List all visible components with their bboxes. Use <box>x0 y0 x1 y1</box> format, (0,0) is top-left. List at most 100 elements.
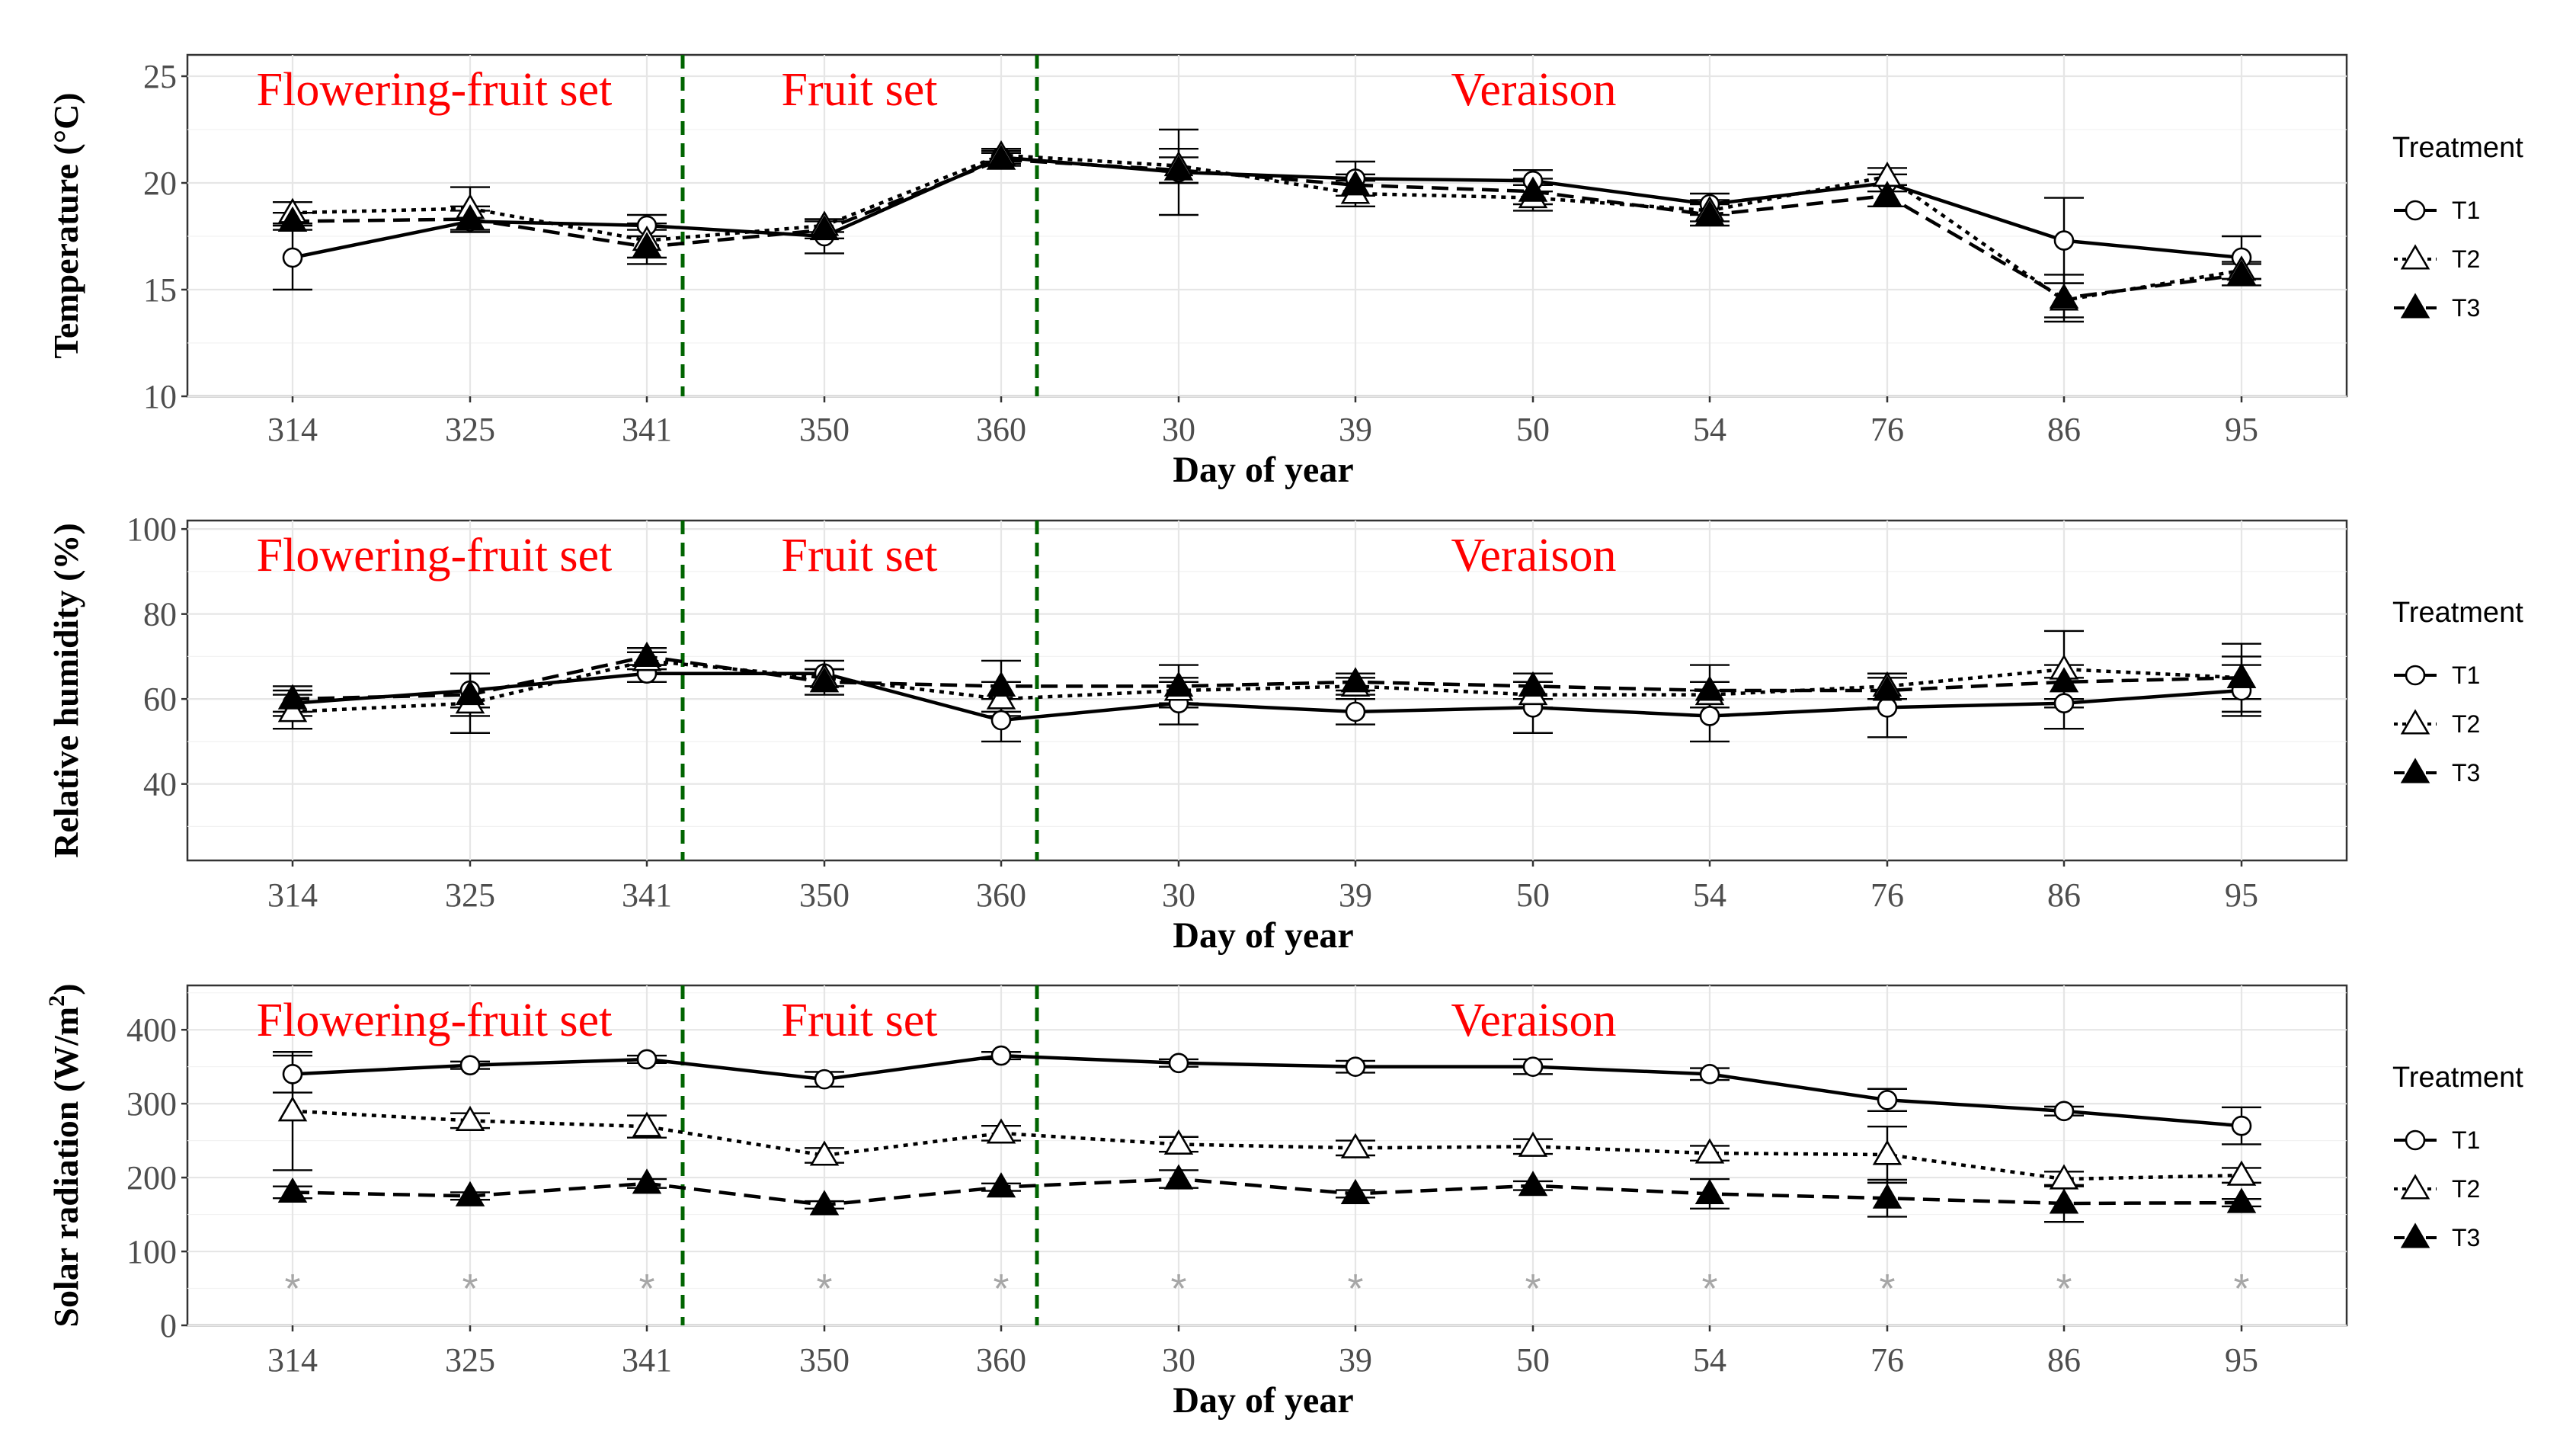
data-point-t3 <box>1163 1164 1194 1190</box>
data-point-t3 <box>455 679 485 706</box>
y-tick-label: 80 <box>143 596 177 633</box>
x-tick-label: 341 <box>622 876 672 914</box>
x-tick-label: 76 <box>1870 411 1904 448</box>
legend-key-t2 <box>2400 1174 2430 1200</box>
data-point-t1 <box>1699 706 1720 726</box>
x-tick-label: 30 <box>1162 876 1195 914</box>
phase-label: Veraison <box>1451 64 1617 116</box>
x-tick-label: 39 <box>1339 876 1372 914</box>
series-line-t1 <box>292 671 2242 722</box>
legend-key-t1 <box>2405 1129 2426 1151</box>
data-point-t3 <box>1518 176 1548 202</box>
significance-marker: * <box>1347 1266 1363 1312</box>
legend-key-t2 <box>2400 244 2430 270</box>
temperature-panel: 10 15 20 25 314 325 341 350 360 30 39 50 54 76 86 95 Flo… <box>46 53 2523 490</box>
x-tick-label: 76 <box>1870 876 1904 914</box>
data-point-t3 <box>1340 170 1371 196</box>
y-tick-label: 10 <box>143 378 177 415</box>
y-tick-label: 300 <box>126 1085 177 1123</box>
data-layer: * * * * * * * * * * * * <box>273 1045 2261 1312</box>
data-layer <box>273 630 2261 743</box>
data-point-t3 <box>2049 283 2079 309</box>
legend-label-t1: T1 <box>2452 197 2480 224</box>
legend: Treatment T1 T2 T3 <box>2392 1062 2523 1251</box>
data-point-t3 <box>1340 667 1371 693</box>
data-layer <box>273 128 2261 323</box>
phase-label: Flowering-fruit set <box>257 530 613 582</box>
series-line-t3 <box>292 157 2242 300</box>
data-point-t3 <box>986 1172 1016 1198</box>
x-tick-label: 95 <box>2225 1341 2258 1379</box>
x-tick-label: 341 <box>622 411 672 448</box>
data-point-t1 <box>282 247 303 268</box>
legend-label-t2: T2 <box>2452 1175 2480 1203</box>
data-point-t3 <box>632 1168 662 1194</box>
phase-label: Fruit set <box>782 64 938 116</box>
data-point-t3 <box>986 144 1016 170</box>
data-point-t3 <box>1518 671 1548 697</box>
legend-label-t1: T1 <box>2452 662 2480 689</box>
significance-marker: * <box>816 1266 832 1312</box>
legend-label-t3: T3 <box>2452 294 2480 322</box>
x-tick-label: 50 <box>1516 1341 1550 1379</box>
plot-area <box>186 53 2348 398</box>
data-point-t3 <box>809 1190 840 1216</box>
data-point-t3 <box>2226 662 2257 688</box>
significance-marker: * <box>2233 1266 2249 1312</box>
legend-key-t3 <box>2400 1222 2430 1248</box>
data-point-t3 <box>632 232 662 258</box>
y-tick-label: 60 <box>143 681 177 718</box>
x-tick-label: 86 <box>2047 876 2081 914</box>
data-point-t1 <box>459 1055 481 1076</box>
data-point-t1 <box>1522 1056 1544 1077</box>
x-tick-label: 360 <box>976 876 1026 914</box>
significance-marker: * <box>1170 1266 1186 1312</box>
plot-area <box>186 519 2348 862</box>
x-tick-label: 325 <box>445 876 495 914</box>
y-tick-label: 40 <box>143 766 177 803</box>
x-tick-label: 95 <box>2225 411 2258 448</box>
x-tick-label: 314 <box>267 411 318 448</box>
legend-label-t1: T1 <box>2452 1126 2480 1154</box>
y-tick-label: 100 <box>126 511 177 548</box>
data-point-t3 <box>1694 675 1725 701</box>
data-point-t1 <box>990 710 1012 731</box>
series-line-t1 <box>292 1053 2242 1128</box>
data-point-t3 <box>809 667 840 693</box>
legend-key-t1 <box>2405 200 2426 221</box>
x-tick-label: 325 <box>445 1341 495 1379</box>
legend-key-t2 <box>2400 709 2430 735</box>
significance-marker: * <box>638 1266 654 1312</box>
series-line-t2 <box>292 153 2242 303</box>
data-point-t3 <box>277 1177 308 1203</box>
data-point-t3 <box>2226 1187 2257 1213</box>
data-point-t2 <box>1518 1131 1548 1157</box>
x-tick-label: 30 <box>1162 411 1195 448</box>
data-point-t1 <box>1168 1053 1189 1074</box>
x-tick-label: 86 <box>2047 411 2081 448</box>
significance-marker: * <box>462 1266 478 1312</box>
legend: Treatment T1 T2 T3 <box>2392 597 2523 787</box>
data-point-t3 <box>1872 181 1902 207</box>
data-point-t3 <box>277 684 308 710</box>
data-point-t3 <box>632 641 662 667</box>
data-point-t2 <box>277 697 308 722</box>
legend-label-t3: T3 <box>2452 759 2480 787</box>
legend-key-t3 <box>2400 293 2430 319</box>
x-tick-label: 314 <box>267 876 318 914</box>
data-point-t3 <box>809 215 840 241</box>
series-line-t3 <box>292 655 2242 701</box>
phase-label: Fruit set <box>782 530 938 582</box>
data-point-t3 <box>1340 1178 1371 1204</box>
y-tick-label: 15 <box>143 271 177 309</box>
data-point-t2 <box>2049 1164 2079 1190</box>
legend-key-t3 <box>2400 758 2430 783</box>
x-tick-label: 325 <box>445 411 495 448</box>
significance-marker: * <box>284 1266 300 1312</box>
data-point-t1 <box>2231 1115 2252 1136</box>
x-tick-label: 54 <box>1693 411 1726 448</box>
data-point-t1 <box>1877 697 1898 718</box>
y-axis-title: Temperature (°C) <box>46 92 85 358</box>
x-tick-label: 360 <box>976 411 1026 448</box>
